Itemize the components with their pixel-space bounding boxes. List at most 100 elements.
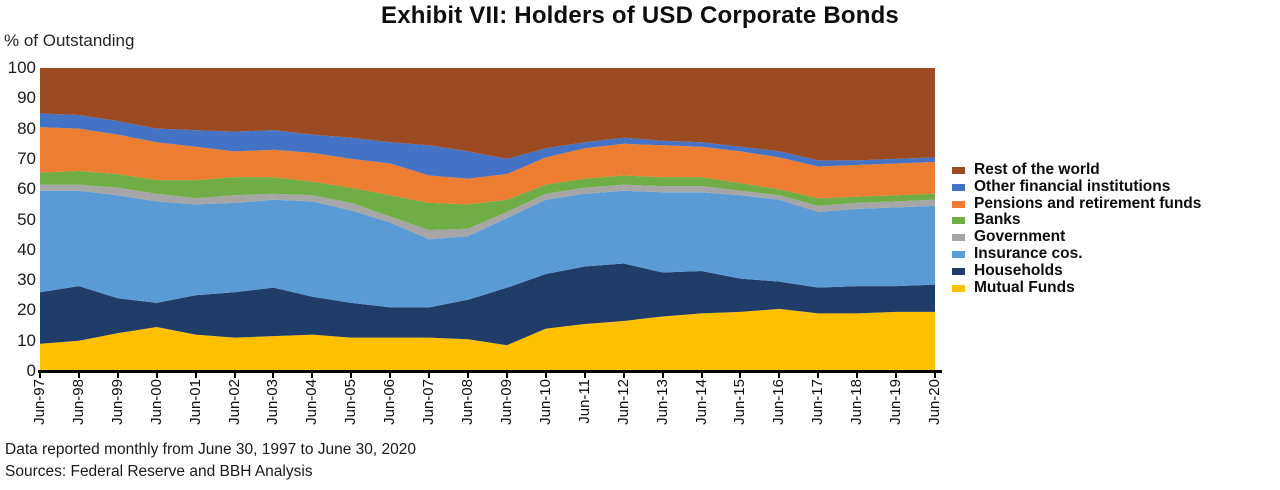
area-series-households — [40, 263, 935, 346]
x-tick-label-jun-00: Jun-00 — [147, 379, 165, 425]
legend-label: Other financial institutions — [974, 177, 1171, 195]
x-tick-mark-jun-20 — [934, 373, 936, 378]
y-axis-title: % of Outstanding — [4, 31, 135, 50]
legend-swatch-icon — [952, 234, 965, 242]
chart-legend: Rest of the world Other financial institu… — [948, 161, 1202, 297]
area-series-mutual-funds — [40, 308, 935, 371]
x-tick-mark-jun-14 — [700, 373, 703, 378]
x-tick-mark-jun-19 — [895, 373, 898, 378]
x-tick-mark-jun-08 — [467, 373, 470, 378]
x-tick-label-jun-99: Jun-99 — [108, 379, 126, 425]
x-tick-mark-jun-07 — [428, 373, 431, 378]
legend-label: Insurance cos. — [974, 244, 1083, 262]
x-tick-label-jun-16: Jun-16 — [770, 379, 788, 425]
legend-label: Government — [974, 228, 1066, 246]
x-tick-mark-jun-16 — [778, 373, 781, 378]
x-tick-label-jun-05: Jun-05 — [342, 379, 360, 425]
x-axis-line — [38, 370, 942, 373]
x-tick-label-jun-09: Jun-09 — [497, 379, 515, 425]
legend-swatch-icon — [952, 183, 965, 191]
legend-swatch-icon — [952, 250, 965, 258]
footnote-data-range: Data reported monthly from June 30, 1997… — [5, 441, 417, 458]
x-tick-label-jun-98: Jun-98 — [69, 379, 87, 425]
x-tick-label-jun-20: Jun-20 — [926, 379, 943, 425]
x-tick-label-jun-12: Jun-12 — [614, 379, 632, 425]
area-series-insurance-cos- — [40, 190, 935, 308]
x-tick-label-jun-01: Jun-01 — [186, 379, 204, 425]
area-series-pensions-and-retirement-funds — [40, 127, 935, 205]
legend-item-insurance-cos-: Insurance cos. — [948, 244, 1201, 263]
x-tick-label-jun-03: Jun-03 — [264, 379, 282, 425]
y-tick-label-40: 40 — [17, 239, 36, 259]
y-tick-label-90: 90 — [17, 88, 36, 108]
x-tick-mark-jun-06 — [389, 373, 392, 378]
plot-area — [40, 68, 935, 371]
legend-swatch-icon — [952, 267, 965, 275]
legend-label: Pensions and retirement funds — [974, 194, 1202, 212]
legend-swatch-icon — [952, 217, 965, 225]
y-tick-label-70: 70 — [17, 148, 36, 168]
legend-item-government: Government — [948, 228, 1201, 246]
stacked-area-chart — [40, 68, 935, 371]
y-tick-label-100: 100 — [7, 58, 36, 77]
legend-item-mutual-funds: Mutual Funds — [948, 278, 1201, 297]
x-tick-mark-jun-00 — [155, 373, 158, 378]
y-tick-label-50: 50 — [17, 209, 36, 229]
x-tick-label-jun-17: Jun-17 — [809, 379, 827, 425]
x-tick-mark-jun-02 — [233, 373, 236, 378]
x-tick-mark-jun-10 — [544, 373, 547, 378]
x-tick-mark-jun-98 — [77, 373, 80, 378]
x-tick-label-jun-02: Jun-02 — [225, 379, 243, 425]
x-tick-mark-jun-09 — [505, 373, 508, 378]
legend-label: Banks — [974, 211, 1021, 229]
legend-label: Households — [974, 261, 1063, 279]
y-tick-label-10: 10 — [17, 330, 36, 350]
area-series-government — [40, 184, 935, 240]
legend-item-households: Households — [948, 261, 1201, 280]
area-series-other-financial-institutions — [40, 113, 935, 179]
x-tick-label-jun-13: Jun-13 — [653, 379, 671, 425]
legend-item-pensions-and-retirement-funds: Pensions and retirement funds — [948, 194, 1202, 213]
legend-label: Mutual Funds — [974, 278, 1075, 296]
y-tick-label-30: 30 — [17, 270, 36, 290]
x-tick-label-jun-06: Jun-06 — [381, 379, 399, 425]
x-tick-mark-jun-13 — [661, 373, 664, 378]
x-tick-mark-jun-05 — [350, 373, 353, 378]
x-tick-mark-jun-11 — [583, 373, 586, 378]
y-tick-label-0: 0 — [26, 361, 36, 380]
x-tick-label-jun-04: Jun-04 — [303, 379, 321, 425]
x-tick-mark-jun-99 — [116, 373, 119, 378]
x-tick-mark-jun-18 — [856, 373, 859, 378]
chart-title: Exhibit VII: Holders of USD Corporate Bo… — [381, 2, 899, 29]
x-tick-label-jun-18: Jun-18 — [848, 379, 866, 425]
x-tick-label-jun-08: Jun-08 — [459, 379, 477, 425]
x-tick-label-jun-19: Jun-19 — [887, 379, 905, 425]
area-series-banks — [40, 171, 935, 231]
x-tick-label-jun-11: Jun-11 — [575, 379, 593, 424]
x-tick-mark-jun-15 — [739, 373, 742, 378]
x-tick-label-jun-10: Jun-10 — [536, 379, 554, 425]
x-tick-mark-jun-01 — [194, 373, 197, 378]
legend-swatch-icon — [952, 167, 965, 174]
x-tick-mark-jun-12 — [622, 373, 625, 378]
legend-item-banks: Banks — [948, 212, 1201, 229]
x-tick-mark-jun-97 — [39, 373, 41, 378]
y-tick-label-80: 80 — [17, 118, 36, 138]
x-tick-mark-jun-17 — [817, 373, 820, 378]
footnote-sources: Sources: Federal Reserve and BBH Analysi… — [5, 463, 313, 480]
x-tick-label-jun-97: Jun-97 — [31, 379, 48, 425]
x-tick-label-jun-15: Jun-15 — [731, 379, 749, 425]
legend-swatch-icon — [952, 200, 965, 208]
x-tick-mark-jun-03 — [272, 373, 275, 378]
area-series-rest-of-the-world — [40, 68, 935, 161]
y-tick-label-60: 60 — [17, 179, 36, 199]
x-tick-label-jun-07: Jun-07 — [420, 379, 438, 425]
x-tick-mark-jun-04 — [311, 373, 314, 378]
legend-item-other-financial-institutions: Other financial institutions — [948, 177, 1201, 196]
x-tick-label-jun-14: Jun-14 — [692, 379, 710, 425]
legend-swatch-icon — [952, 284, 965, 292]
legend-item-rest-of-the-world: Rest of the world — [948, 161, 1201, 179]
legend-label: Rest of the world — [974, 161, 1100, 178]
y-tick-label-20: 20 — [17, 300, 36, 320]
